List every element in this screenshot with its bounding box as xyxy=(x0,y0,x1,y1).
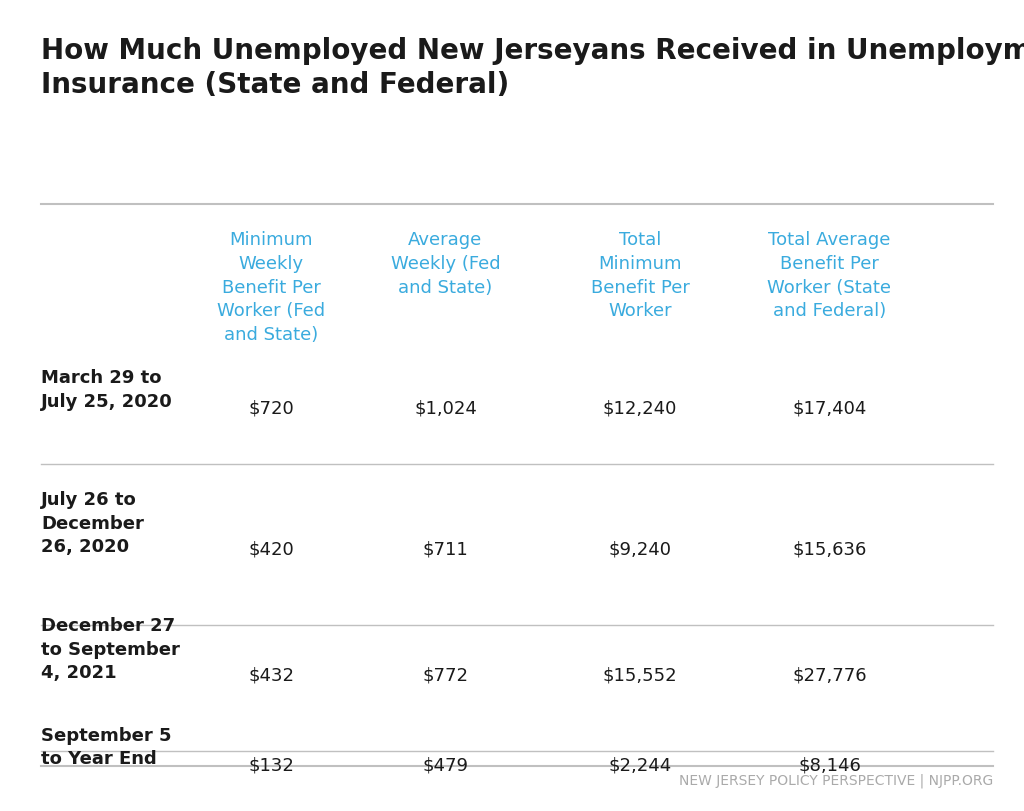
Text: $2,244: $2,244 xyxy=(608,756,672,774)
Text: December 27
to September
4, 2021: December 27 to September 4, 2021 xyxy=(41,616,180,681)
Text: $720: $720 xyxy=(249,399,294,417)
Text: $8,146: $8,146 xyxy=(798,756,861,774)
Text: Total
Minimum
Benefit Per
Worker: Total Minimum Benefit Per Worker xyxy=(591,231,689,320)
Text: How Much Unemployed New Jerseyans Received in Unemployment
Insurance (State and : How Much Unemployed New Jerseyans Receiv… xyxy=(41,36,1024,99)
Text: $27,776: $27,776 xyxy=(793,666,866,684)
Text: $15,552: $15,552 xyxy=(603,666,677,684)
Text: $420: $420 xyxy=(249,540,294,558)
Text: Total Average
Benefit Per
Worker (State
and Federal): Total Average Benefit Per Worker (State … xyxy=(767,231,892,320)
Text: Minimum
Weekly
Benefit Per
Worker (Fed
and State): Minimum Weekly Benefit Per Worker (Fed a… xyxy=(217,231,326,343)
Text: NEW JERSEY POLICY PERSPECTIVE | NJPP.ORG: NEW JERSEY POLICY PERSPECTIVE | NJPP.ORG xyxy=(679,772,993,787)
Text: $15,636: $15,636 xyxy=(793,540,866,558)
Text: July 26 to
December
26, 2020: July 26 to December 26, 2020 xyxy=(41,491,143,556)
Text: $432: $432 xyxy=(249,666,294,684)
Text: March 29 to
July 25, 2020: March 29 to July 25, 2020 xyxy=(41,369,173,410)
Text: $132: $132 xyxy=(249,756,294,774)
Text: $12,240: $12,240 xyxy=(603,399,677,417)
Text: $1,024: $1,024 xyxy=(414,399,477,417)
Text: $9,240: $9,240 xyxy=(608,540,672,558)
Text: September 5
to Year End: September 5 to Year End xyxy=(41,726,171,767)
Text: $17,404: $17,404 xyxy=(793,399,866,417)
Text: Average
Weekly (Fed
and State): Average Weekly (Fed and State) xyxy=(390,231,501,296)
Text: $711: $711 xyxy=(423,540,468,558)
Text: $772: $772 xyxy=(423,666,468,684)
Text: $479: $479 xyxy=(423,756,468,774)
